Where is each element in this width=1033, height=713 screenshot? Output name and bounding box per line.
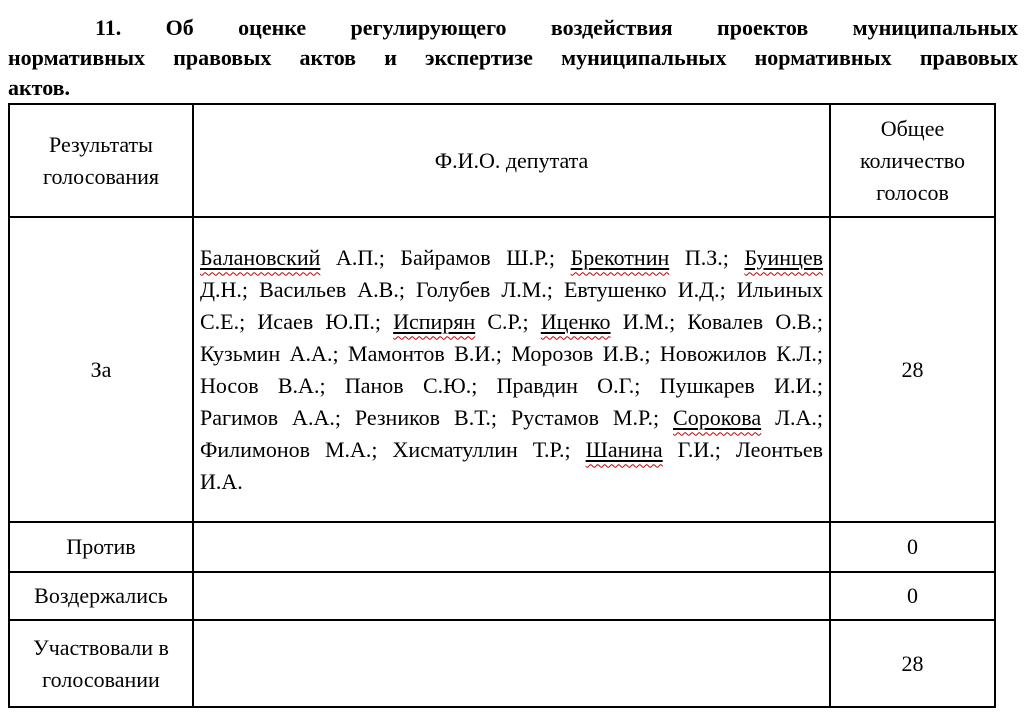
- votes-count-against: 0: [829, 521, 996, 573]
- deputy-name: Панов: [344, 372, 404, 398]
- deputy-name: Евтушенко: [563, 276, 667, 302]
- header-deputy-fio: Ф.И.О. депутата: [192, 103, 831, 218]
- result-label-abstained: Воздержались: [8, 571, 194, 621]
- deputy-name: Буинцев: [744, 244, 823, 270]
- table-row-for: За Балановский А.П.; Байрамов Ш.Р.; Брек…: [8, 216, 996, 523]
- deputy-name: Филимонов: [200, 436, 310, 462]
- result-label-against: Против: [8, 521, 194, 573]
- title-line: 11. Об оценке регулирующего воздействия …: [95, 15, 1018, 40]
- header-voting-results: Результаты голосования: [8, 103, 194, 218]
- deputy-name: Носов: [200, 372, 259, 398]
- deputy-name: Кузьмин: [200, 340, 281, 366]
- deputies-list: Балановский А.П.; Байрамов Ш.Р.; Брекотн…: [200, 244, 824, 494]
- deputy-name: Голубев: [416, 276, 491, 302]
- header-total-votes: Общее количество голосов: [829, 103, 996, 218]
- result-label-for: За: [8, 216, 194, 523]
- deputy-name: Байрамов: [400, 244, 491, 270]
- deputy-name: Васильев: [259, 276, 347, 302]
- deputies-cell: Балановский А.П.; Байрамов Ш.Р.; Брекотн…: [192, 216, 831, 523]
- title-line: актов.: [8, 75, 71, 100]
- deputy-name: Ильиных: [736, 276, 823, 302]
- deputies-cell-empty: [192, 521, 831, 573]
- deputy-name: Пушкарев: [659, 372, 755, 398]
- deputy-name: Хисматуллин: [392, 436, 518, 462]
- voting-results-table: Результаты голосования Ф.И.О. депутата О…: [8, 103, 996, 708]
- table-row-participated: Участвовали в голосовании 28: [8, 619, 996, 708]
- title-line: нормативных правовых актов и экспертизе …: [8, 45, 1018, 70]
- deputy-name: Брекотнин: [570, 244, 670, 270]
- deputy-name: Новожилов: [659, 340, 767, 366]
- deputy-name: Балановский: [200, 244, 321, 270]
- deputy-name: Ковалев: [687, 308, 764, 334]
- votes-count-for: 28: [829, 216, 996, 523]
- deputy-name: Испирян: [393, 308, 476, 334]
- deputy-name: Шанина: [585, 436, 663, 462]
- votes-count-abstained: 0: [829, 571, 996, 621]
- table-row-against: Против 0: [8, 521, 996, 573]
- deputy-name: Рагимов: [200, 404, 279, 430]
- deputy-name: Сорокова: [673, 404, 762, 430]
- deputy-name: Мамонтов: [348, 340, 445, 366]
- votes-count-participated: 28: [829, 619, 996, 708]
- agenda-item-title: 11. Об оценке регулирующего воздействия …: [8, 13, 1018, 103]
- result-label-participated: Участвовали в голосовании: [8, 619, 194, 708]
- deputy-name: Правдин: [496, 372, 578, 398]
- deputy-name: Исаев: [257, 308, 314, 334]
- deputies-cell-empty: [192, 619, 831, 708]
- deputy-name: Резников: [354, 404, 441, 430]
- deputy-name: Рустамов: [511, 404, 599, 430]
- deputies-cell-empty: [192, 571, 831, 621]
- table-header-row: Результаты голосования Ф.И.О. депутата О…: [8, 103, 996, 218]
- deputy-name: Морозов: [511, 340, 594, 366]
- table-row-abstained: Воздержались 0: [8, 571, 996, 621]
- deputy-name: Иценко: [540, 308, 611, 334]
- deputy-name: Леонтьев: [735, 436, 823, 462]
